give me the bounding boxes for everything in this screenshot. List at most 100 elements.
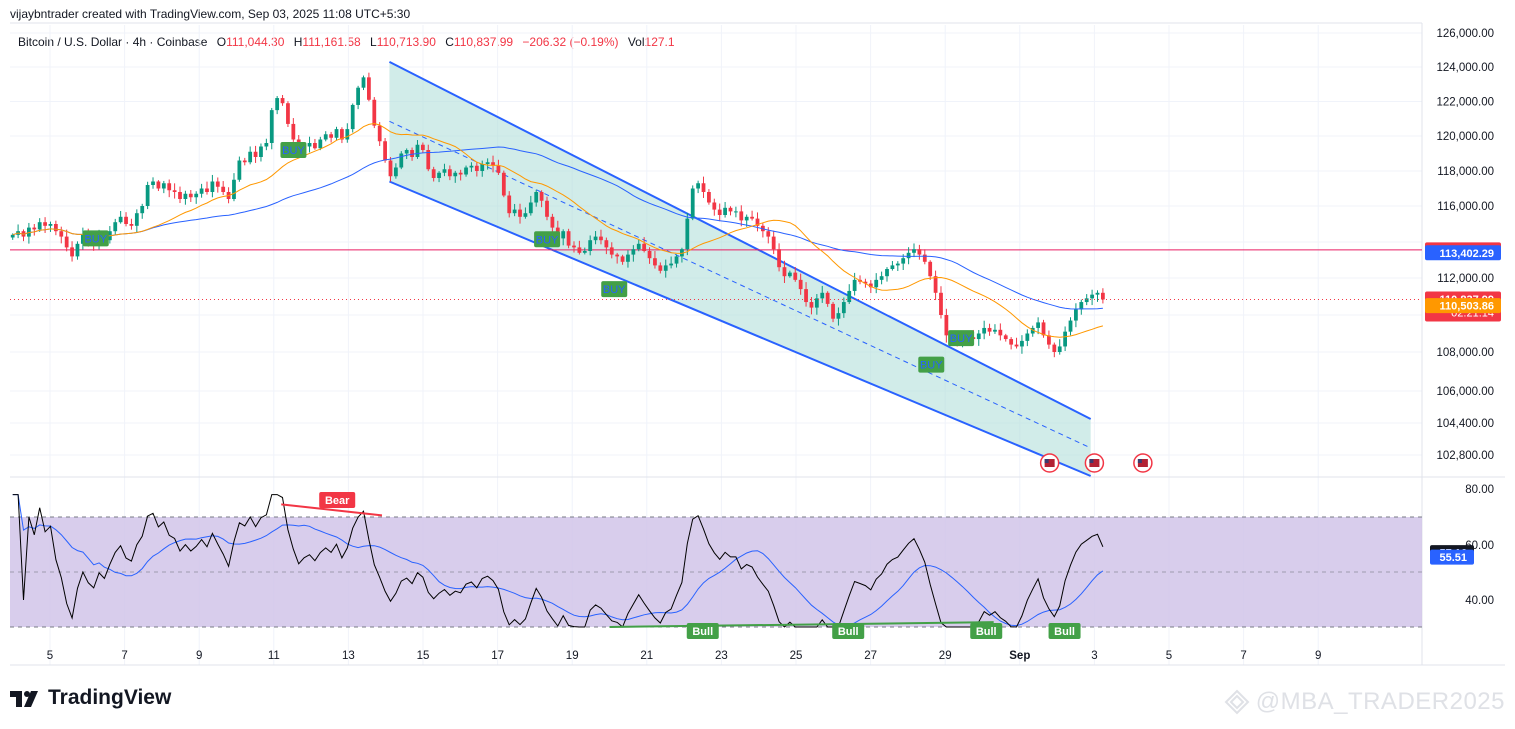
bear-signal[interactable]: Bear: [319, 492, 356, 508]
candle-body[interactable]: [70, 247, 74, 257]
candle-body[interactable]: [1090, 294, 1094, 299]
candle-body[interactable]: [442, 169, 447, 173]
candle-body[interactable]: [242, 160, 247, 163]
candle-body[interactable]: [912, 249, 916, 253]
candle-body[interactable]: [933, 276, 938, 293]
candle-body[interactable]: [496, 165, 501, 173]
candle-body[interactable]: [161, 183, 166, 189]
candle-body[interactable]: [658, 265, 663, 271]
bull-divergence-line[interactable]: [609, 621, 994, 628]
candle-body[interactable]: [680, 249, 684, 257]
candle-body[interactable]: [210, 181, 215, 193]
candle-body[interactable]: [1014, 344, 1019, 347]
candle-body[interactable]: [1057, 346, 1062, 352]
buy-signal[interactable]: BUY: [280, 142, 307, 158]
candle-body[interactable]: [604, 240, 609, 248]
candle-body[interactable]: [539, 192, 544, 201]
candle-body[interactable]: [437, 172, 441, 178]
candle-body[interactable]: [1036, 322, 1041, 328]
candle-body[interactable]: [1025, 333, 1030, 341]
candle-body[interactable]: [863, 281, 868, 284]
candle-body[interactable]: [64, 236, 69, 248]
candle-body[interactable]: [367, 77, 371, 100]
candle-body[interactable]: [631, 249, 636, 255]
candle-body[interactable]: [561, 231, 566, 239]
candle-body[interactable]: [1068, 320, 1073, 332]
economic-event-icon[interactable]: [1084, 453, 1105, 473]
candle-body[interactable]: [388, 160, 393, 177]
candle-body[interactable]: [383, 141, 387, 161]
candle-body[interactable]: [1084, 298, 1089, 303]
candle-body[interactable]: [739, 211, 744, 221]
price-label-tag[interactable]: 113,402.29: [1425, 245, 1501, 261]
candle-body[interactable]: [253, 151, 258, 157]
candle-body[interactable]: [550, 216, 555, 228]
candle-body[interactable]: [831, 303, 835, 319]
candle-body[interactable]: [609, 247, 614, 255]
candle-body[interactable]: [572, 245, 576, 248]
candle-body[interactable]: [151, 181, 155, 186]
candle-body[interactable]: [528, 202, 533, 214]
economic-event-icon[interactable]: [1039, 453, 1060, 473]
candle-body[interactable]: [804, 289, 808, 303]
fast-moving-average-line[interactable]: [12, 122, 1104, 338]
candle-body[interactable]: [447, 169, 452, 177]
channel-lower-line[interactable]: [389, 180, 1092, 477]
candle-body[interactable]: [566, 231, 571, 246]
bull-signal[interactable]: Bull: [832, 623, 865, 639]
candle-body[interactable]: [669, 263, 674, 266]
price-label-tag[interactable]: 110,503.86: [1425, 298, 1501, 314]
candle-body[interactable]: [582, 251, 587, 253]
buy-signal[interactable]: BUY: [534, 231, 561, 248]
candle-body[interactable]: [944, 315, 949, 336]
candle-body[interactable]: [879, 276, 884, 280]
candle-body[interactable]: [518, 209, 522, 217]
buy-signal[interactable]: BUY: [82, 230, 109, 247]
candle-body[interactable]: [178, 192, 182, 199]
candle-body[interactable]: [928, 261, 933, 277]
buy-signal[interactable]: BUY: [948, 330, 975, 347]
candle-body[interactable]: [599, 236, 603, 241]
candle-body[interactable]: [982, 327, 987, 334]
candles[interactable]: [10, 72, 1105, 358]
candle-body[interactable]: [215, 181, 220, 187]
candle-body[interactable]: [782, 267, 787, 277]
candle-body[interactable]: [404, 150, 409, 154]
candle-body[interactable]: [318, 139, 323, 149]
candle-body[interactable]: [480, 164, 485, 171]
candle-body[interactable]: [232, 179, 236, 199]
candle-body[interactable]: [264, 143, 269, 147]
candle-body[interactable]: [728, 207, 733, 212]
symbol-name[interactable]: Bitcoin / U.S. Dollar · 4h · Coinbase: [18, 35, 208, 49]
candle-body[interactable]: [377, 125, 382, 142]
candle-body[interactable]: [183, 193, 188, 199]
candle-body[interactable]: [1074, 309, 1078, 321]
candle-body[interactable]: [410, 150, 414, 157]
price-axis[interactable]: 126,000.00 124,000.00 122,000.00 120,000.00…: [1425, 28, 1501, 607]
candle-body[interactable]: [172, 190, 177, 192]
candle-body[interactable]: [286, 103, 290, 124]
candle-body[interactable]: [75, 243, 80, 257]
candle-body[interactable]: [885, 269, 889, 277]
candle-body[interactable]: [307, 143, 312, 147]
candle-body[interactable]: [674, 256, 679, 264]
rsi-line[interactable]: [12, 494, 1104, 628]
candle-body[interactable]: [987, 327, 992, 332]
candle-body[interactable]: [194, 193, 199, 198]
candle-body[interactable]: [48, 224, 53, 226]
candle-body[interactable]: [993, 329, 997, 332]
candle-body[interactable]: [426, 150, 431, 170]
candle-body[interactable]: [350, 104, 355, 130]
bull-signal[interactable]: Bull: [970, 623, 1003, 639]
buy-signal-badge[interactable]: [948, 330, 975, 347]
candle-body[interactable]: [707, 192, 711, 203]
candle-body[interactable]: [588, 240, 593, 251]
candle-body[interactable]: [1063, 331, 1068, 347]
candle-body[interactable]: [793, 272, 798, 280]
candle-body[interactable]: [787, 272, 792, 277]
candle-body[interactable]: [663, 265, 668, 271]
rsi-pane[interactable]: Bear Bull Bull Bull Bull: [10, 492, 1422, 639]
candle-body[interactable]: [329, 134, 334, 138]
candle-body[interactable]: [1101, 292, 1105, 300]
